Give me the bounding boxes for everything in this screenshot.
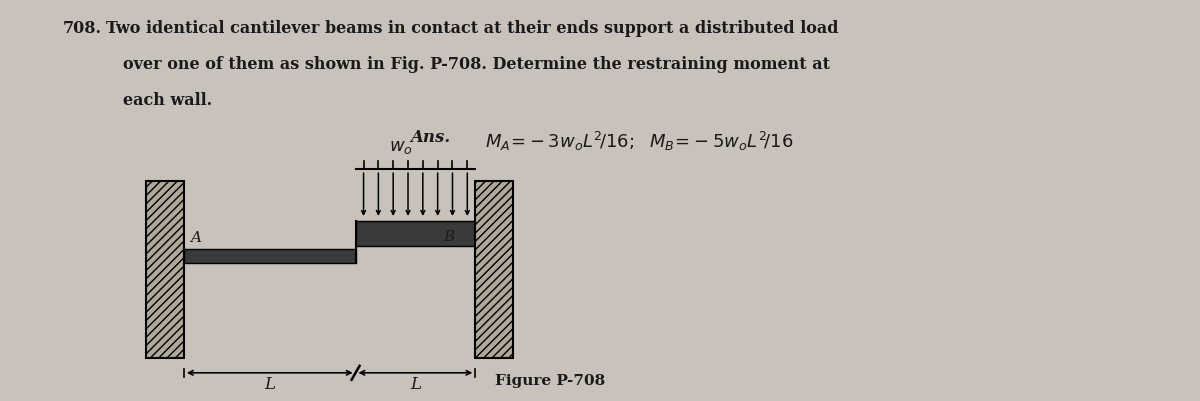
Text: each wall.: each wall. bbox=[124, 92, 212, 109]
Text: A: A bbox=[190, 231, 200, 245]
Polygon shape bbox=[475, 181, 514, 358]
Text: 708.: 708. bbox=[64, 20, 102, 37]
Text: Ans.: Ans. bbox=[410, 130, 450, 146]
Polygon shape bbox=[184, 249, 355, 263]
Polygon shape bbox=[355, 221, 475, 246]
Text: over one of them as shown in Fig. P-708. Determine the restraining moment at: over one of them as shown in Fig. P-708.… bbox=[124, 56, 830, 73]
Text: Two identical cantilever beams in contact at their ends support a distributed lo: Two identical cantilever beams in contac… bbox=[106, 20, 839, 37]
Polygon shape bbox=[146, 181, 184, 358]
Text: $w_o$: $w_o$ bbox=[389, 138, 413, 156]
Text: Figure P-708: Figure P-708 bbox=[494, 374, 605, 388]
Text: $M_A\!=\!-3w_oL^2\!/16;\ \ M_B\!=\!-5w_oL^2\!/16$: $M_A\!=\!-3w_oL^2\!/16;\ \ M_B\!=\!-5w_o… bbox=[485, 130, 793, 153]
Text: L: L bbox=[264, 376, 275, 393]
Text: B: B bbox=[443, 230, 455, 244]
Text: L: L bbox=[410, 376, 421, 393]
